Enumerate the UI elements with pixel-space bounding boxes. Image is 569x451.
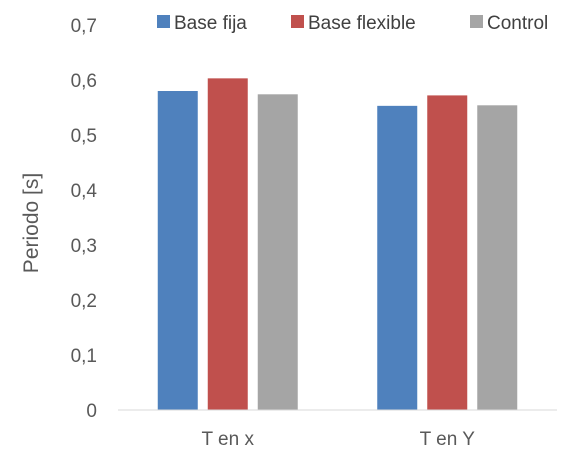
legend-swatch	[470, 15, 483, 28]
legend-label: Control	[487, 13, 548, 34]
y-tick-label: 0,3	[71, 236, 97, 257]
y-tick-label: 0,6	[71, 71, 97, 92]
bar-control	[257, 94, 298, 411]
x-category-label: T en x	[202, 429, 255, 450]
y-axis-title: Periodo [s]	[20, 173, 43, 273]
chart-legend: Base fija Base flexible Control	[157, 13, 548, 34]
legend-label: Base flexible	[308, 13, 416, 34]
legend-swatch	[157, 15, 170, 28]
bar-series	[157, 78, 518, 411]
bar-base-fija	[377, 105, 418, 410]
y-tick-label: 0,7	[71, 16, 97, 37]
y-tick-label: 0,2	[71, 291, 97, 312]
legend-label: Base fija	[174, 13, 247, 34]
bar-control	[477, 105, 518, 411]
bar-base-flexible	[207, 78, 248, 410]
bar-base-flexible	[427, 95, 468, 411]
bar-base-fija	[157, 91, 198, 410]
y-tick-label: 0,4	[71, 181, 98, 202]
x-category-label: T en Y	[420, 429, 476, 450]
legend-swatch	[291, 15, 304, 28]
y-axis-ticks: 0 0,1 0,2 0,3 0,4 0,5 0,6 0,7	[71, 16, 98, 422]
y-tick-label: 0,5	[71, 126, 97, 147]
y-tick-label: 0	[86, 401, 97, 422]
y-tick-label: 0,1	[71, 346, 97, 367]
x-axis-categories: T en x T en Y	[202, 429, 476, 450]
